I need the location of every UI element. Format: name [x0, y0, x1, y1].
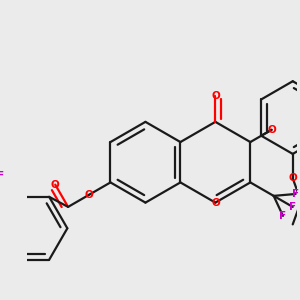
- Text: O: O: [51, 180, 60, 190]
- Text: O: O: [288, 173, 297, 183]
- Text: F: F: [292, 189, 299, 199]
- Text: O: O: [211, 91, 220, 101]
- Text: F: F: [0, 171, 4, 181]
- Text: F: F: [289, 202, 296, 212]
- Text: O: O: [85, 190, 94, 200]
- Text: O: O: [267, 125, 276, 135]
- Text: O: O: [211, 198, 220, 208]
- Text: F: F: [279, 211, 286, 221]
